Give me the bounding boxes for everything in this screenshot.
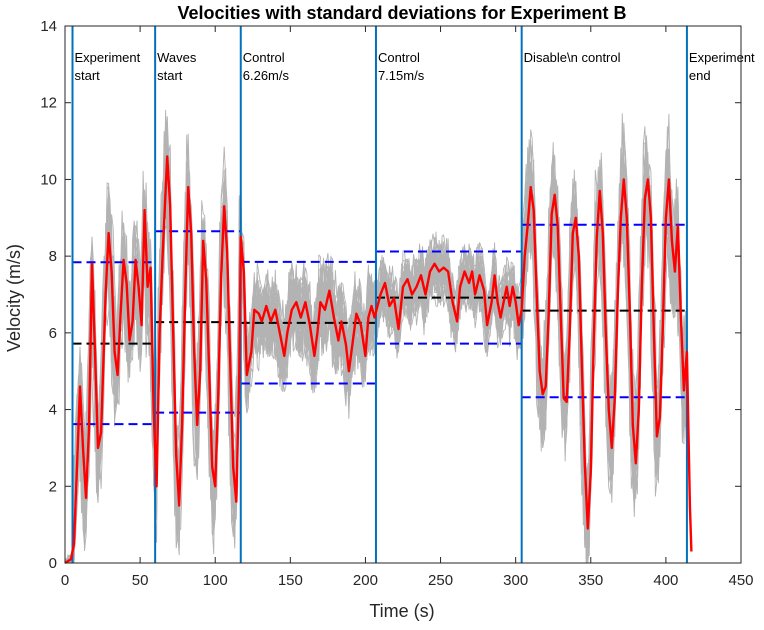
x-tick-label: 50: [132, 572, 149, 589]
y-tick-label: 8: [49, 248, 57, 265]
y-axis-label: Velocity (m/s): [4, 244, 24, 352]
y-tick-label: 4: [49, 402, 57, 419]
event-label: Experiment: [75, 50, 141, 65]
event-label: 7.15m/s: [378, 68, 425, 83]
x-tick-label: 250: [428, 572, 453, 589]
segment-statistics: [72, 223, 687, 426]
chart-title: Velocities with standard deviations for …: [177, 3, 626, 23]
x-tick-label: 200: [353, 572, 378, 589]
event-label: start: [157, 68, 183, 83]
mean-velocity-line: [64, 155, 693, 565]
event-label: Disable\n control: [524, 50, 621, 65]
y-tick-label: 0: [49, 555, 57, 572]
x-tick-label: 450: [728, 572, 753, 589]
event-label: Control: [243, 50, 285, 65]
x-tick-label: 400: [653, 572, 678, 589]
x-tick-label: 350: [578, 572, 603, 589]
event-label: 6.26m/s: [243, 68, 290, 83]
x-tick-label: 0: [61, 572, 69, 589]
event-label: Experiment: [689, 50, 755, 65]
x-tick-label: 100: [203, 572, 228, 589]
event-label: Waves: [157, 50, 197, 65]
x-tick-label: 300: [503, 572, 528, 589]
y-tick-label: 2: [49, 478, 57, 495]
y-tick-label: 6: [49, 325, 57, 342]
x-axis-label: Time (s): [369, 601, 434, 621]
event-label: Control: [378, 50, 420, 65]
y-tick-label: 10: [40, 171, 57, 188]
y-tick-label: 14: [40, 18, 57, 35]
plot-frame: [64, 25, 742, 564]
run-line: [65, 130, 692, 562]
event-label: end: [689, 68, 711, 83]
event-label: start: [75, 68, 101, 83]
mean-velocity-series: [64, 155, 693, 565]
y-tick-label: 12: [40, 95, 57, 112]
x-tick-label: 150: [278, 572, 303, 589]
axes: 0 50 100 150 200 250 300 350 400 450 0 2 4 6 8 10 12 14: [40, 18, 753, 589]
